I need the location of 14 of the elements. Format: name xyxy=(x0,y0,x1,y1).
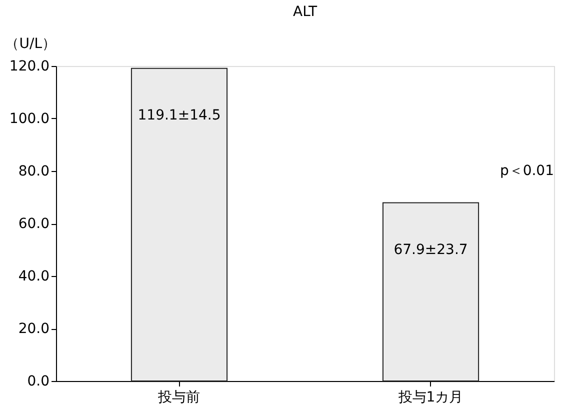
y-tick-label: 0.0 xyxy=(27,374,50,390)
annotation: p＜0.01 xyxy=(500,163,554,179)
y-axis-title: （U/L） xyxy=(5,36,56,52)
y-tick-label: 80.0 xyxy=(18,164,50,180)
data-label: 119.1±14.5 xyxy=(138,107,221,124)
data-label: 67.9±23.7 xyxy=(394,242,468,258)
y-tick-label: 100.0 xyxy=(9,111,50,127)
y-tick-label: 20.0 xyxy=(18,321,50,337)
y-tick-label: 60.0 xyxy=(18,216,50,232)
chart-title: ALT xyxy=(292,4,318,20)
y-tick-label: 120.0 xyxy=(9,58,50,74)
x-tick-label: 投与前 xyxy=(157,390,200,406)
y-tick-label: 40.0 xyxy=(18,268,50,284)
x-tick-label: 投与1カ月 xyxy=(397,390,464,406)
